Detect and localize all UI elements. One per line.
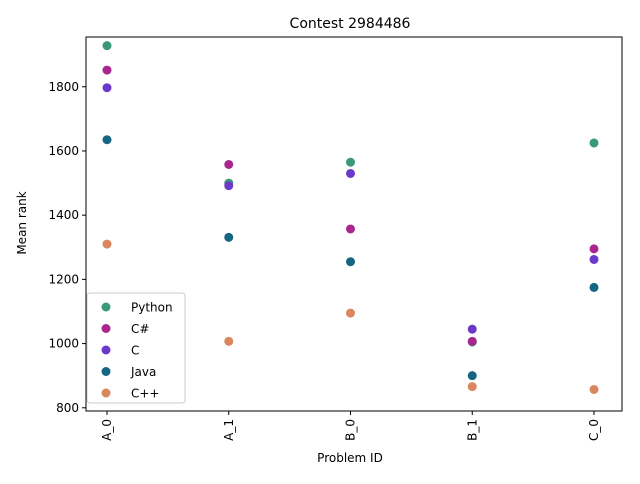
legend-marker-java [101,367,111,376]
plot-frame [85,36,623,412]
data-point-python-b-0 [346,157,355,167]
data-point-c--c-0 [589,384,599,394]
legend: Python C# C Java C++ [86,292,186,404]
data-point-c--b-1 [467,336,477,346]
x-tick-label: A_0 [100,419,114,441]
data-point-java-c-0 [589,282,599,292]
y-axis: 800 1000 1200 1400 1600 1800 [48,80,86,415]
plot-area [102,41,599,394]
y-tick-label: 800 [56,401,79,415]
data-point-c--a-0 [102,239,112,249]
data-point-c-a-0 [102,83,112,93]
data-point-c-c-0 [589,254,599,264]
legend-marker-c [101,345,111,355]
x-axis: A_0 A_1 B_0 B_1 C_0 [100,411,601,441]
legend-label-c: C [131,344,139,358]
data-point-c--a-0 [102,65,112,75]
data-point-java-a-1 [224,232,234,242]
legend-marker-python [101,302,111,312]
data-point-c--c-0 [589,244,599,254]
legend-frame [86,292,186,404]
x-axis-label: Problem ID [317,451,383,465]
y-axis-label: Mean rank [15,191,29,254]
data-point-c--b-0 [346,308,355,318]
x-tick-label: B_0 [344,419,358,441]
x-tick-label: C_0 [587,419,601,441]
data-point-c--b-1 [467,382,477,392]
data-point-c--b-0 [346,224,355,234]
legend-label-c-: C++ [131,387,160,401]
x-tick-label: B_1 [465,419,479,441]
data-point-python-a-0 [102,41,112,51]
data-point-java-b-0 [346,257,355,267]
data-point-c--a-1 [224,336,234,346]
y-tick-label: 1600 [48,144,79,158]
data-point-java-a-0 [102,135,112,145]
y-tick-label: 1200 [48,272,79,286]
data-point-c--a-1 [224,159,234,169]
y-tick-label: 1800 [48,80,79,94]
legend-label-java: Java [130,365,156,379]
legend-marker-c- [101,324,111,333]
chart-title: Contest 2984486 [290,16,411,32]
y-tick-label: 1000 [48,337,79,351]
data-point-python-c-0 [589,138,599,148]
data-point-java-b-1 [467,371,477,381]
data-point-c-a-1 [224,181,234,191]
data-point-c-b-1 [467,324,477,334]
x-tick-label: A_1 [222,419,236,441]
y-tick-label: 1400 [48,208,79,222]
legend-label-python: Python [131,301,173,315]
legend-marker-c- [101,388,111,398]
legend-label-c-: C# [131,322,149,336]
data-point-c-b-0 [346,168,355,178]
